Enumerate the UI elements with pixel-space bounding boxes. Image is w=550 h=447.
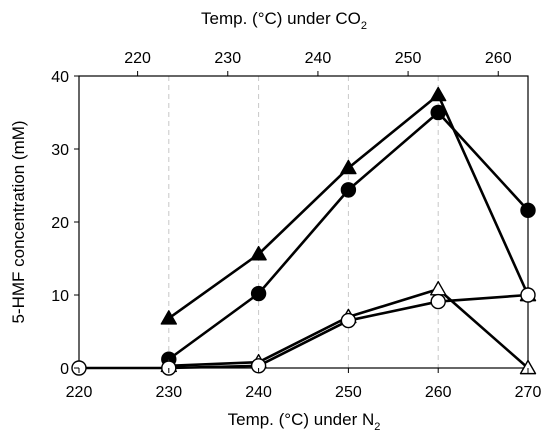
data-point [520, 287, 536, 303]
data-point [160, 310, 177, 325]
x-bottom-tick-label: 230 [155, 384, 182, 401]
data-point [340, 159, 357, 175]
x-top-tick-label: 240 [305, 50, 332, 67]
series-line [79, 293, 529, 370]
series-layer [71, 86, 537, 376]
x-top-tick-label: 230 [214, 50, 241, 67]
data-point [519, 359, 537, 375]
x-bottom-title: Temp. (°C) under N2 [228, 410, 381, 433]
x-bottom-tick-label: 260 [425, 384, 452, 401]
x-bottom-tick-label: 220 [66, 384, 93, 401]
x-top-tick-label: 220 [124, 50, 151, 67]
y-tick-label: 20 [51, 215, 69, 232]
data-point [250, 285, 267, 302]
data-point [430, 104, 446, 121]
x-top-tick-label: 250 [395, 50, 422, 67]
data-point [430, 86, 447, 102]
data-point [250, 245, 267, 261]
y-axis-title: 5-HMF concentration (mM) [9, 120, 28, 323]
data-point [430, 280, 447, 296]
y-tick-label: 30 [51, 142, 69, 159]
data-point [340, 312, 357, 329]
plot-frame [78, 75, 529, 369]
series-open-circle [71, 287, 536, 376]
y-tick-label: 40 [51, 69, 69, 86]
x-top-title: Temp. (°C) under CO2 [201, 9, 367, 32]
x-bottom-tick-label: 250 [335, 384, 362, 401]
data-point [430, 293, 446, 310]
x-bottom-tick-label: 240 [245, 384, 272, 401]
data-point [340, 182, 357, 198]
data-point [520, 202, 536, 219]
grid-lines [168, 76, 439, 368]
y-tick-label: 10 [51, 288, 69, 305]
ticks-layer: 220 230 240 250 260 270 220 230 240 250 260 0 10 20 30… [51, 50, 541, 401]
x-bottom-tick-label: 270 [515, 384, 542, 401]
x-top-tick-label: 260 [485, 50, 512, 67]
y-tick-label: 0 [60, 361, 69, 378]
